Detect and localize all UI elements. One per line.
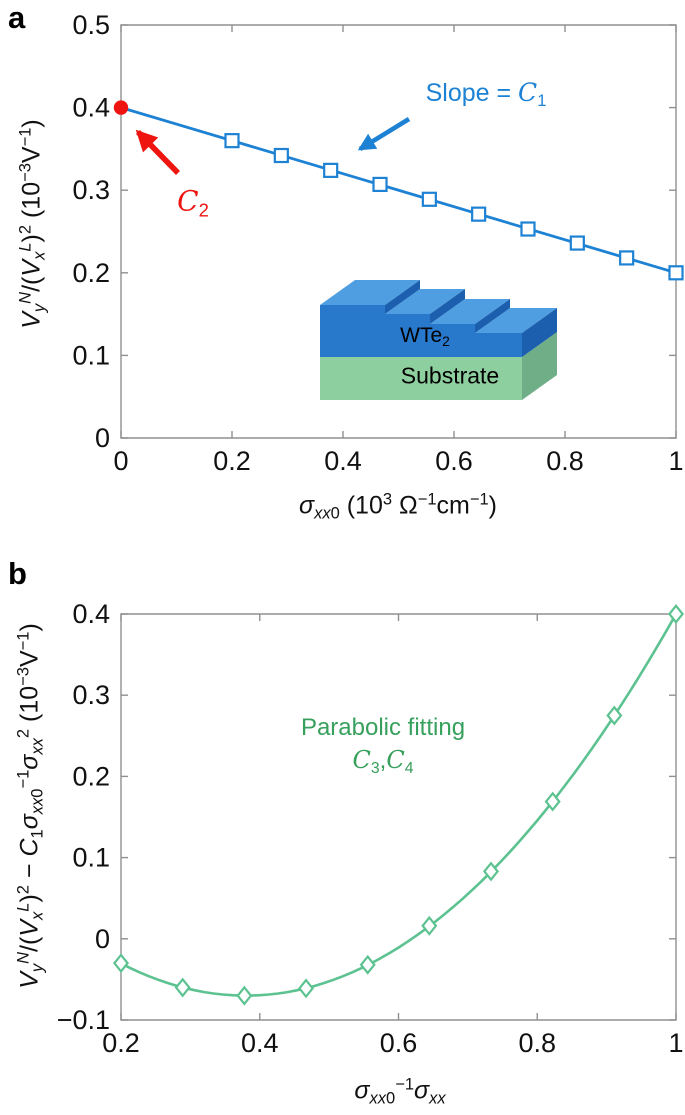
y-tick-label: 0.3 [72,680,110,710]
wte2-terrace-top-3 [430,299,510,324]
wte2-terrace-top-2 [385,289,465,314]
x-tick-label: 0.6 [380,1028,418,1058]
y-tick-label: −0.1 [57,1005,110,1035]
square-marker [520,221,536,237]
diamond-marker [667,604,685,624]
device-schematic [320,280,557,400]
substrate-front-face [320,357,522,400]
panel-a-x-axis-label: σxx0 (103 Ω−1cm−1) [299,490,497,523]
x-tick-label: 0.6 [435,446,473,476]
y-tick-label: 0.1 [72,340,110,370]
panel-b-axes: 0.2 0.4 0.6 0.8 1 −0.1 0 0.1 0.2 0.3 0.4 [57,599,684,1058]
y-tick-label: 0.4 [72,93,110,123]
y-tick-label: 0.2 [72,761,110,791]
diamond-marker [606,705,623,726]
x-tick-label: 0.8 [518,1028,556,1058]
panel-b-y-axis-label: VyN/(VxL)2 − C1σxx0−1σxx2 (10−3V−1) [14,623,47,989]
diamond-marker [174,977,191,998]
wte2-terrace-top-1 [320,280,420,305]
wte2-front-face-4 [475,333,522,357]
panel-b-x-axis-label: σxx0−1σxx [354,1075,446,1108]
slope-annotation: Slope = C1 [425,78,547,110]
wte2-terrace-top-4 [475,308,557,333]
wte2-step-riser-3 [475,299,510,333]
diamond-marker [236,985,253,1006]
panel-a-series [113,100,684,281]
x-tick-label: 0.8 [546,446,584,476]
x-tick-label: 0.4 [241,1028,279,1058]
y-tick-label: 0.4 [72,599,110,629]
parabolic-fit-annotation-line2: C3,C4 [352,746,414,777]
y-tick-label: 0.5 [72,10,110,40]
panel-b-label: b [8,556,27,591]
wte2-label: WTe2 [400,324,450,350]
diamond-marker [482,861,499,882]
parabolic-fit-annotation: Parabolic fitting C3,C4 [301,711,465,777]
substrate-side-face [522,332,557,400]
y-tick-label: 0.3 [72,175,110,205]
diamond-marker [112,953,130,974]
y-tick-label: 0 [95,924,110,954]
wte2-front-face-1 [320,305,385,357]
square-marker [569,235,585,251]
square-marker [372,176,388,193]
intercept-arrow [135,129,181,175]
slope-arrow [357,117,411,151]
y-tick-label: 0.2 [72,258,110,288]
wte2-front-face-2 [385,314,430,357]
square-marker [668,265,684,281]
device-schematic-inset: WTe2 Substrate [310,272,575,407]
wte2-step-riser-2 [430,289,465,324]
diamond-marker [544,791,561,812]
x-tick-label: 1 [668,1028,683,1058]
wte2-side-face [522,308,557,357]
intercept-point [113,100,129,115]
panel-b-series [112,604,685,1006]
parabolic-fit-curve [120,613,678,997]
x-tick-label: 1 [668,446,683,476]
x-tick-label: 0 [113,446,128,476]
square-marker [224,133,240,149]
panel-a-label: a [8,0,26,35]
diamond-marker [298,978,315,999]
square-marker [323,162,339,178]
diamond-marker [359,954,376,975]
parabolic-fit-annotation-line1: Parabolic fitting [300,714,466,741]
x-tick-label: 0.2 [213,446,251,476]
square-marker [471,206,487,222]
x-tick-label: 0.4 [324,446,362,476]
x-tick-label: 0.2 [102,1028,140,1058]
wte2-step-riser-1 [385,280,420,314]
y-tick-label: 0.1 [72,843,110,873]
square-marker [273,147,289,164]
diamond-marker [421,915,438,936]
intercept-annotation: C2 [177,184,209,221]
square-marker [421,191,437,207]
panel-a-y-axis-label: VyN/(VxL)2 (10−3V−1) [16,119,49,329]
panel-a-axes: 0 0.2 0.4 0.6 0.8 1 0 0.1 0.2 0.3 0.4 0.5 [72,10,683,476]
wte2-front-face-3 [430,324,475,357]
square-marker [619,250,635,266]
y-tick-label: 0 [95,423,110,453]
substrate-label: Substrate [400,362,500,389]
